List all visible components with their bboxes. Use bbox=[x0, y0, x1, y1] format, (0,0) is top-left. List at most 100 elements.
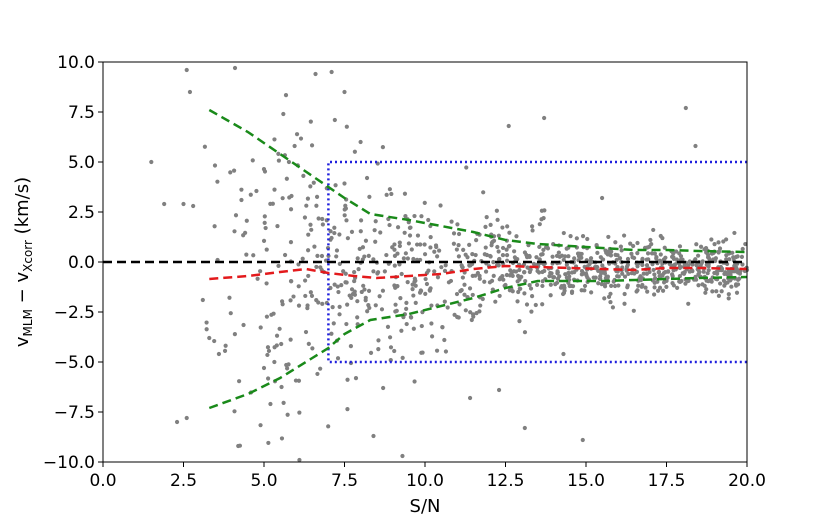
scatter-point bbox=[628, 241, 633, 246]
scatter-point bbox=[149, 159, 154, 165]
scatter-point bbox=[723, 281, 728, 286]
scatter-point bbox=[712, 242, 717, 247]
scatter-point bbox=[632, 255, 637, 261]
x-tick-label: 7.5 bbox=[331, 471, 358, 491]
scatter-point bbox=[487, 280, 493, 285]
scatter-point bbox=[496, 249, 501, 254]
scatter-point bbox=[504, 253, 510, 258]
scatter-point bbox=[500, 274, 505, 279]
scatter-point bbox=[455, 222, 460, 227]
scatter-point bbox=[629, 251, 634, 256]
scatter-point bbox=[343, 271, 348, 276]
y-tick-label: −5.0 bbox=[54, 353, 95, 373]
scatter-point bbox=[388, 357, 393, 363]
scatter-point bbox=[375, 271, 380, 276]
scatter-points bbox=[149, 65, 750, 463]
scatter-point bbox=[600, 195, 605, 201]
scatter-point bbox=[518, 286, 523, 291]
scatter-point bbox=[675, 285, 680, 290]
scatter-point bbox=[610, 305, 616, 310]
scatter-point bbox=[582, 283, 588, 289]
scatter-point bbox=[735, 267, 740, 273]
scatter-point bbox=[734, 254, 739, 260]
scatter-point bbox=[264, 281, 269, 286]
scatter-point bbox=[316, 216, 321, 221]
y-label-unit: (km/s) bbox=[12, 177, 33, 240]
scatter-point bbox=[474, 311, 479, 316]
scatter-point bbox=[239, 187, 244, 192]
scatter-point bbox=[329, 331, 334, 336]
scatter-point bbox=[649, 242, 654, 247]
scatter-point bbox=[393, 302, 398, 307]
scatter-point bbox=[276, 151, 281, 156]
scatter-point bbox=[403, 251, 408, 256]
scatter-point bbox=[677, 265, 683, 271]
y-tick-label: −7.5 bbox=[54, 403, 95, 423]
scatter-point bbox=[501, 277, 506, 282]
scatter-point bbox=[274, 333, 280, 338]
scatter-point bbox=[326, 424, 331, 429]
scatter-point bbox=[636, 283, 641, 288]
scatter-point bbox=[537, 222, 542, 227]
scatter-point bbox=[740, 246, 745, 252]
scatter-point bbox=[429, 303, 434, 308]
scatter-point bbox=[174, 419, 180, 425]
scatter-point bbox=[382, 269, 387, 274]
scatter-point bbox=[191, 203, 196, 209]
scatter-point bbox=[265, 352, 270, 358]
scatter-point bbox=[644, 263, 650, 268]
scatter-point bbox=[548, 282, 553, 287]
scatter-point bbox=[418, 288, 424, 294]
scatter-point bbox=[677, 244, 683, 249]
scatter-point bbox=[693, 143, 698, 149]
scatter-point bbox=[413, 278, 418, 283]
scatter-point bbox=[505, 224, 510, 229]
median-line bbox=[209, 264, 748, 281]
scatter-point bbox=[548, 270, 553, 276]
scatter-point bbox=[622, 274, 628, 279]
scatter-point bbox=[296, 378, 302, 383]
scatter-point bbox=[524, 252, 529, 258]
scatter-point bbox=[228, 311, 233, 316]
scatter-point bbox=[291, 294, 296, 299]
scatter-point bbox=[419, 350, 424, 355]
scatter-point bbox=[470, 252, 475, 257]
scatter-point bbox=[296, 303, 302, 308]
scatter-point bbox=[412, 213, 417, 219]
scatter-point bbox=[248, 192, 253, 197]
scatter-point bbox=[258, 269, 263, 274]
scatter-point bbox=[306, 273, 311, 279]
scatter-point bbox=[654, 255, 659, 260]
scatter-point bbox=[357, 246, 362, 251]
scatter-point bbox=[303, 329, 309, 335]
scatter-point bbox=[567, 283, 572, 289]
scatter-point bbox=[380, 145, 386, 150]
scatter-point bbox=[314, 203, 319, 208]
scatter-point bbox=[368, 350, 374, 355]
scatter-point bbox=[332, 225, 337, 230]
scatter-point bbox=[561, 230, 566, 236]
scatter-point bbox=[356, 267, 361, 272]
scatter-point bbox=[671, 256, 676, 262]
scatter-point bbox=[308, 184, 313, 189]
scatter-point bbox=[272, 187, 277, 192]
scatter-point bbox=[286, 159, 292, 165]
scatter-point bbox=[422, 200, 427, 205]
scatter-point bbox=[285, 412, 290, 417]
scatter-point bbox=[315, 253, 320, 258]
scatter-point bbox=[184, 67, 189, 73]
scatter-point bbox=[314, 264, 319, 270]
scatter-point bbox=[408, 225, 413, 230]
scatter-point bbox=[544, 245, 549, 250]
scatter-point bbox=[398, 296, 403, 301]
scatter-point bbox=[599, 282, 604, 287]
scatter-point bbox=[537, 244, 542, 250]
scatter-point bbox=[504, 272, 509, 278]
scatter-point bbox=[251, 253, 256, 258]
scatter-point bbox=[397, 262, 402, 267]
scatter-point bbox=[600, 257, 605, 262]
scatter-point bbox=[355, 299, 360, 304]
scatter-point bbox=[615, 253, 620, 258]
reference-lines bbox=[103, 108, 748, 410]
scatter-point bbox=[698, 244, 704, 249]
